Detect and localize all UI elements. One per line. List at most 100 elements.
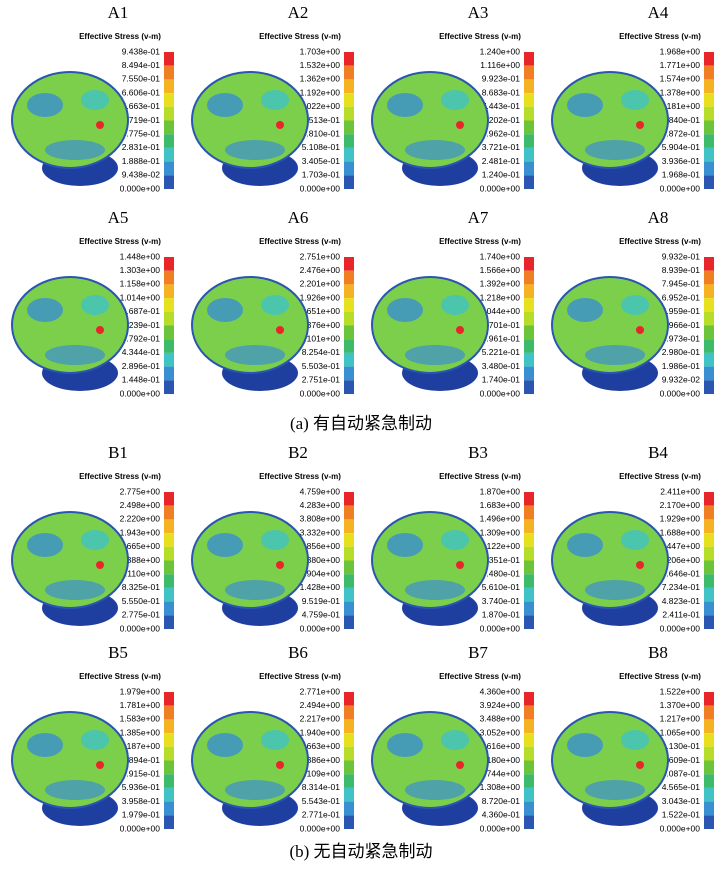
stress-model-image [552, 512, 668, 626]
colorbar-band [164, 733, 174, 747]
legend-tick-label: 1.014e+00 [120, 292, 161, 302]
colorbar-band [524, 66, 534, 80]
legend-tick-label: 0.000e+00 [300, 388, 341, 398]
panel-label: A1 [108, 3, 129, 22]
colorbar-band [164, 815, 174, 829]
colorbar-band [164, 121, 174, 135]
colorbar-band [344, 761, 354, 775]
legend-tick-label: 1.240e+00 [480, 46, 521, 56]
legend-tick-label: 3.052e+00 [480, 727, 521, 737]
legend-tick-label: 4.823e-01 [662, 596, 701, 606]
model-patch [441, 730, 469, 750]
legend-tick-label: 5.543e-01 [302, 796, 341, 806]
model-patch [261, 730, 289, 750]
colorbar-band [164, 93, 174, 107]
model-hotspot [96, 326, 104, 334]
legend-tick-label: 1.532e+00 [300, 60, 341, 70]
panel-label: A7 [468, 208, 489, 227]
colorbar-band [344, 52, 354, 66]
model-patch [225, 140, 285, 160]
colorbar-band [704, 312, 714, 326]
colorbar-band [344, 257, 354, 271]
legend-tick-label: 9.438e-01 [122, 46, 161, 56]
legend-tick-label: 1.448e+00 [120, 251, 161, 261]
panel: A1Effective Stress (v-m)9.438e-018.494e-… [12, 3, 174, 193]
stress-model-image [12, 512, 128, 626]
model-patch [621, 90, 649, 110]
legend-tick-label: 4.360e+00 [480, 686, 521, 696]
colorbar-band [524, 506, 534, 520]
colorbar-band [524, 574, 534, 588]
stress-model-image [192, 512, 308, 626]
legend-tick-label: 7.945e-01 [662, 279, 701, 289]
model-patch [81, 295, 109, 315]
legend-tick-label: 2.481e-01 [482, 156, 521, 166]
colorbar-band [704, 284, 714, 298]
stress-model-image [192, 72, 308, 186]
colorbar-band [704, 162, 714, 176]
legend-tick-label: 0.000e+00 [300, 823, 341, 833]
colorbar-band [164, 353, 174, 367]
legend-tick-label: 5.904e-01 [662, 142, 701, 152]
colorbar-band [164, 298, 174, 312]
legend-title: Effective Stress (v-m) [259, 32, 341, 41]
panel: B7Effective Stress (v-m)4.360e+003.924e+… [372, 643, 534, 833]
legend-tick-label: 8.720e-01 [482, 796, 521, 806]
model-patch [621, 295, 649, 315]
colorbar-band [164, 367, 174, 381]
colorbar-band [704, 66, 714, 80]
legend-tick-label: 2.896e-01 [122, 361, 161, 371]
colorbar-band [164, 257, 174, 271]
legend-tick-label: 8.314e-01 [302, 782, 341, 792]
colorbar-band [524, 148, 534, 162]
model-hotspot [276, 121, 284, 129]
model-patch [45, 780, 105, 800]
colorbar-band [704, 175, 714, 189]
model-patch [567, 533, 603, 557]
colorbar-band [524, 615, 534, 629]
colorbar-band [524, 134, 534, 148]
legend-tick-label: 0.000e+00 [660, 623, 701, 633]
legend-tick-label: 1.496e+00 [480, 514, 521, 524]
model-hotspot [636, 561, 644, 569]
colorbar-band [524, 602, 534, 616]
legend-tick-label: 0.000e+00 [300, 183, 341, 193]
legend-tick-label: 1.940e+00 [300, 727, 341, 737]
colorbar-band [164, 107, 174, 121]
model-patch [81, 530, 109, 550]
stress-model-image [12, 712, 128, 826]
colorbar-band [344, 492, 354, 506]
legend-tick-label: 1.771e+00 [660, 60, 701, 70]
legend-tick-label: 2.494e+00 [300, 700, 341, 710]
panel: B8Effective Stress (v-m)1.522e+001.370e+… [552, 643, 714, 833]
legend-tick-label: 3.332e+00 [300, 527, 341, 537]
colorbar-band [524, 107, 534, 121]
legend-tick-label: 1.688e+00 [660, 527, 701, 537]
legend-tick-label: 1.392e+00 [480, 279, 521, 289]
legend-tick-label: 1.968e-01 [662, 170, 701, 180]
colorbar-band [164, 602, 174, 616]
model-hotspot [96, 121, 104, 129]
colorbar-band [164, 52, 174, 66]
panel-label: A3 [468, 3, 489, 22]
legend-title: Effective Stress (v-m) [619, 237, 701, 246]
model-patch [441, 295, 469, 315]
colorbar-band [344, 788, 354, 802]
model-patch [225, 345, 285, 365]
colorbar-band [164, 66, 174, 80]
colorbar-band [164, 148, 174, 162]
legend-tick-label: 1.192e+00 [300, 87, 341, 97]
colorbar-band [524, 561, 534, 575]
legend-tick-label: 3.721e-01 [482, 142, 521, 152]
colorbar-band [344, 367, 354, 381]
legend-tick-label: 3.936e-01 [662, 156, 701, 166]
colorbar-band [344, 79, 354, 93]
legend-tick-label: 5.503e-01 [302, 361, 341, 371]
figure: A1Effective Stress (v-m)9.438e-018.494e-… [0, 0, 723, 866]
model-patch [27, 733, 63, 757]
colorbar-band [344, 815, 354, 829]
colorbar-band [164, 802, 174, 816]
legend-tick-label: 1.583e+00 [120, 714, 161, 724]
